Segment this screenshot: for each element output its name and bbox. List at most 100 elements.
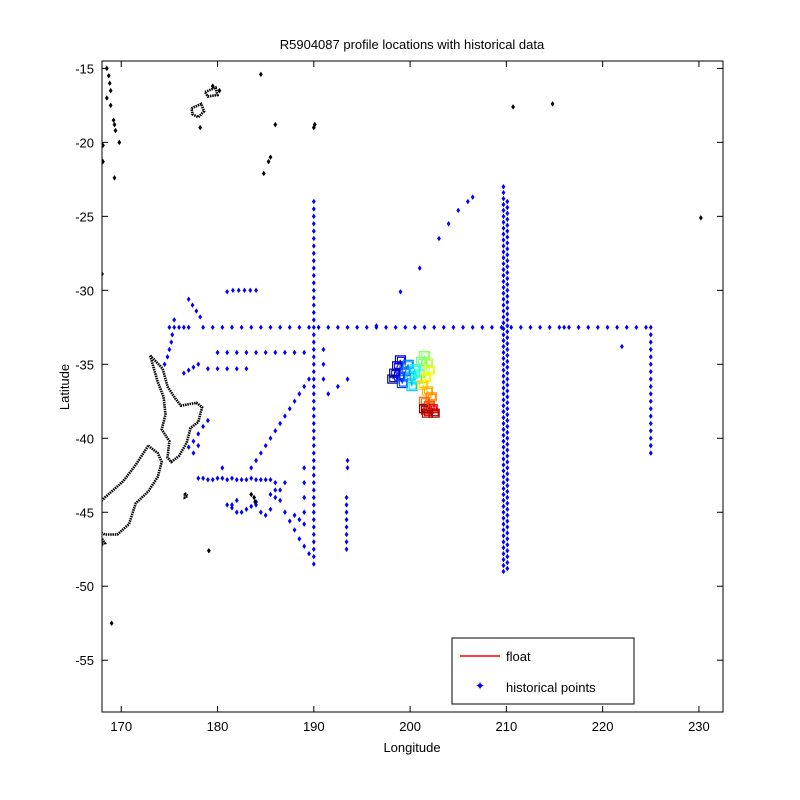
historical-point [283,413,287,419]
historical-point [501,373,506,379]
historical-point [648,391,653,397]
historical-point [186,444,191,450]
coastline-point [198,124,203,131]
historical-point [236,287,241,294]
historical-point [311,546,316,552]
historical-point [307,550,311,557]
historical-point [273,479,278,486]
x-axis-label: Longitude [383,740,440,755]
historical-point [230,502,234,508]
historical-point [648,339,653,345]
historical-point [505,234,510,240]
y-tick-label: -25 [75,209,94,224]
historical-point [501,414,506,421]
historical-point [307,376,311,382]
y-tick-label: -30 [75,283,94,298]
historical-point [186,324,191,331]
historical-point [311,428,316,434]
historical-point [311,235,316,242]
historical-point [501,213,506,220]
historical-point [501,527,506,533]
historical-point [344,509,349,515]
float-track-segment [422,384,428,392]
historical-point [283,509,287,515]
historical-point [505,252,510,258]
historical-point [417,265,422,271]
historical-point [321,346,326,353]
historical-point [248,287,253,294]
historical-point [287,324,292,331]
historical-point [273,487,278,493]
historical-point [311,309,316,316]
historical-point [505,411,510,418]
historical-point [480,324,485,331]
legend-historical-marker: ✦ [475,679,485,693]
historical-point [292,398,297,405]
historical-point [345,376,350,382]
historical-point [215,475,220,481]
historical-point [505,500,510,507]
historical-point [501,290,506,297]
historical-point [505,222,510,228]
float-track-segment [392,373,396,380]
float-profile-marker [421,358,434,368]
historical-point [311,553,316,560]
coastline-point [550,101,555,107]
historical-point [220,324,225,331]
coastline-point [210,83,215,89]
historical-point [283,479,287,486]
historical-point [196,442,201,449]
historical-point [239,324,244,331]
legend: float ✦ historical points [451,637,635,705]
historical-point [244,506,249,513]
coastline-point [112,175,117,181]
historical-point [505,216,510,223]
historical-point [311,280,316,286]
historical-point [321,361,326,368]
historical-point [501,533,506,539]
historical-point [311,272,316,279]
historical-point [201,324,205,331]
historical-point [344,524,349,530]
float-track-segment [424,400,430,407]
historical-point [505,530,510,536]
coastline-path [102,538,107,546]
x-tick-label: 210 [496,719,518,734]
historical-point [505,358,510,365]
coastline-point [107,80,112,86]
historical-point [167,324,172,331]
float-track-segment [414,368,418,380]
historical-point [501,509,506,515]
historical-point [278,324,283,331]
y-tick-label: -50 [75,579,94,594]
historical-point [501,278,506,285]
historical-point [344,516,349,523]
historical-point [501,284,506,291]
y-axis-label: Latitude [57,364,72,410]
historical-point [501,314,506,320]
historical-point [505,405,510,412]
historical-point [268,506,273,513]
historical-point [190,302,195,308]
float-track-segment [426,362,430,371]
historical-point [501,403,506,409]
coastline-point [252,494,257,501]
x-tick-label: 230 [688,719,710,734]
float-track-segment [419,361,423,374]
historical-point [297,516,302,523]
historical-point [505,210,510,217]
y-tick-label: -55 [75,653,94,668]
historical-point [162,361,167,368]
historical-point [220,475,225,481]
float-track-segment [427,390,432,398]
historical-point [302,349,307,356]
historical-point [230,324,234,331]
historical-point [505,553,510,560]
historical-point [501,260,506,267]
historical-point [344,546,349,552]
axis-ticks: 170 180 190 200 210 220 230 -15 -20 -25 -30 -35 -40 -… [75,61,723,734]
historical-point [244,476,249,483]
historical-point [311,539,316,545]
historical-point [302,543,307,550]
